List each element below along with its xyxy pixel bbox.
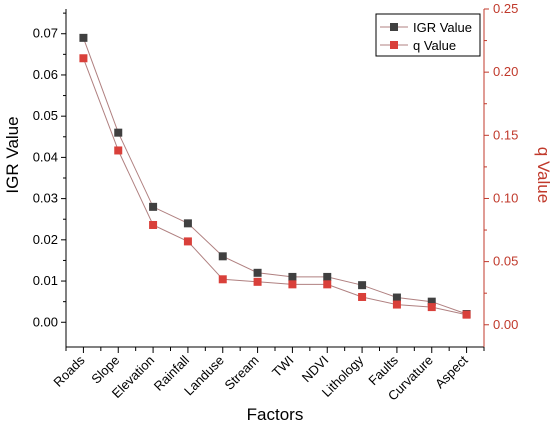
y-tick-label-right: 0.25 [493, 1, 518, 16]
data-point-igr [358, 281, 367, 290]
y-tick-label-left: 0.02 [33, 232, 58, 247]
tick-labels: 0.00 0.01 0.02 0.03 0.04 0.05 0.06 0.07 0.00 0.05… [33, 1, 519, 403]
y-tick-label-left: 0.00 [33, 314, 58, 329]
data-point-igr [79, 33, 88, 42]
data-point-q [183, 237, 192, 246]
data-point-q [253, 277, 262, 286]
legend: IGR Value q Value [375, 13, 481, 57]
legend-marker-igr [390, 23, 398, 31]
y-tick-label-left: 0.01 [33, 273, 58, 288]
data-point-igr [427, 297, 436, 306]
data-point-igr [114, 128, 123, 137]
data-point-igr [288, 272, 297, 281]
data-point-q [114, 146, 123, 155]
y-tick-label-right: 0.00 [493, 317, 518, 332]
data-point-q [79, 54, 88, 63]
legend-label-igr: IGR Value [413, 20, 472, 35]
y-tick-label-right: 0.10 [493, 190, 518, 205]
y-tick-label-right: 0.05 [493, 254, 518, 269]
y-axis-title-right: q Value [534, 147, 550, 203]
x-tick-label: Roads [50, 352, 88, 390]
axes [61, 8, 489, 353]
y-tick-label-left: 0.06 [33, 67, 58, 82]
x-tick-label: NDVI [299, 353, 332, 386]
data-point-q [149, 220, 158, 229]
data-point-igr [253, 268, 262, 277]
data-point-q [462, 310, 471, 319]
series-lines [82, 37, 467, 316]
y-tick-label-left: 0.04 [33, 149, 58, 164]
x-tick-label: TWI [269, 353, 296, 380]
data-point-q [288, 280, 297, 289]
legend-marker-q [390, 41, 398, 49]
y-tick-label-left: 0.07 [33, 26, 58, 41]
data-point-igr [183, 219, 192, 228]
data-point-q [358, 292, 367, 301]
y-axis-title-left: IGR Value [3, 116, 22, 193]
y-tick-label-right: 0.15 [493, 127, 518, 142]
data-point-q [392, 300, 401, 309]
series-line-1 [82, 58, 467, 316]
data-point-igr [149, 202, 158, 211]
data-point-igr [323, 272, 332, 281]
data-point-q [427, 303, 436, 312]
series-points [79, 33, 471, 319]
legend-label-q: q Value [413, 38, 456, 53]
x-tick-label: Aspect [432, 352, 471, 391]
y-tick-label-right: 0.20 [493, 64, 518, 79]
x-tick-label: Stream [221, 353, 261, 393]
x-axis-title: Factors [247, 405, 304, 424]
y-tick-label-left: 0.03 [33, 191, 58, 206]
series-line-0 [82, 37, 467, 315]
data-point-igr [392, 293, 401, 302]
data-point-q [323, 280, 332, 289]
data-point-igr [218, 252, 227, 261]
y-tick-label-left: 0.05 [33, 108, 58, 123]
data-point-q [218, 275, 227, 284]
